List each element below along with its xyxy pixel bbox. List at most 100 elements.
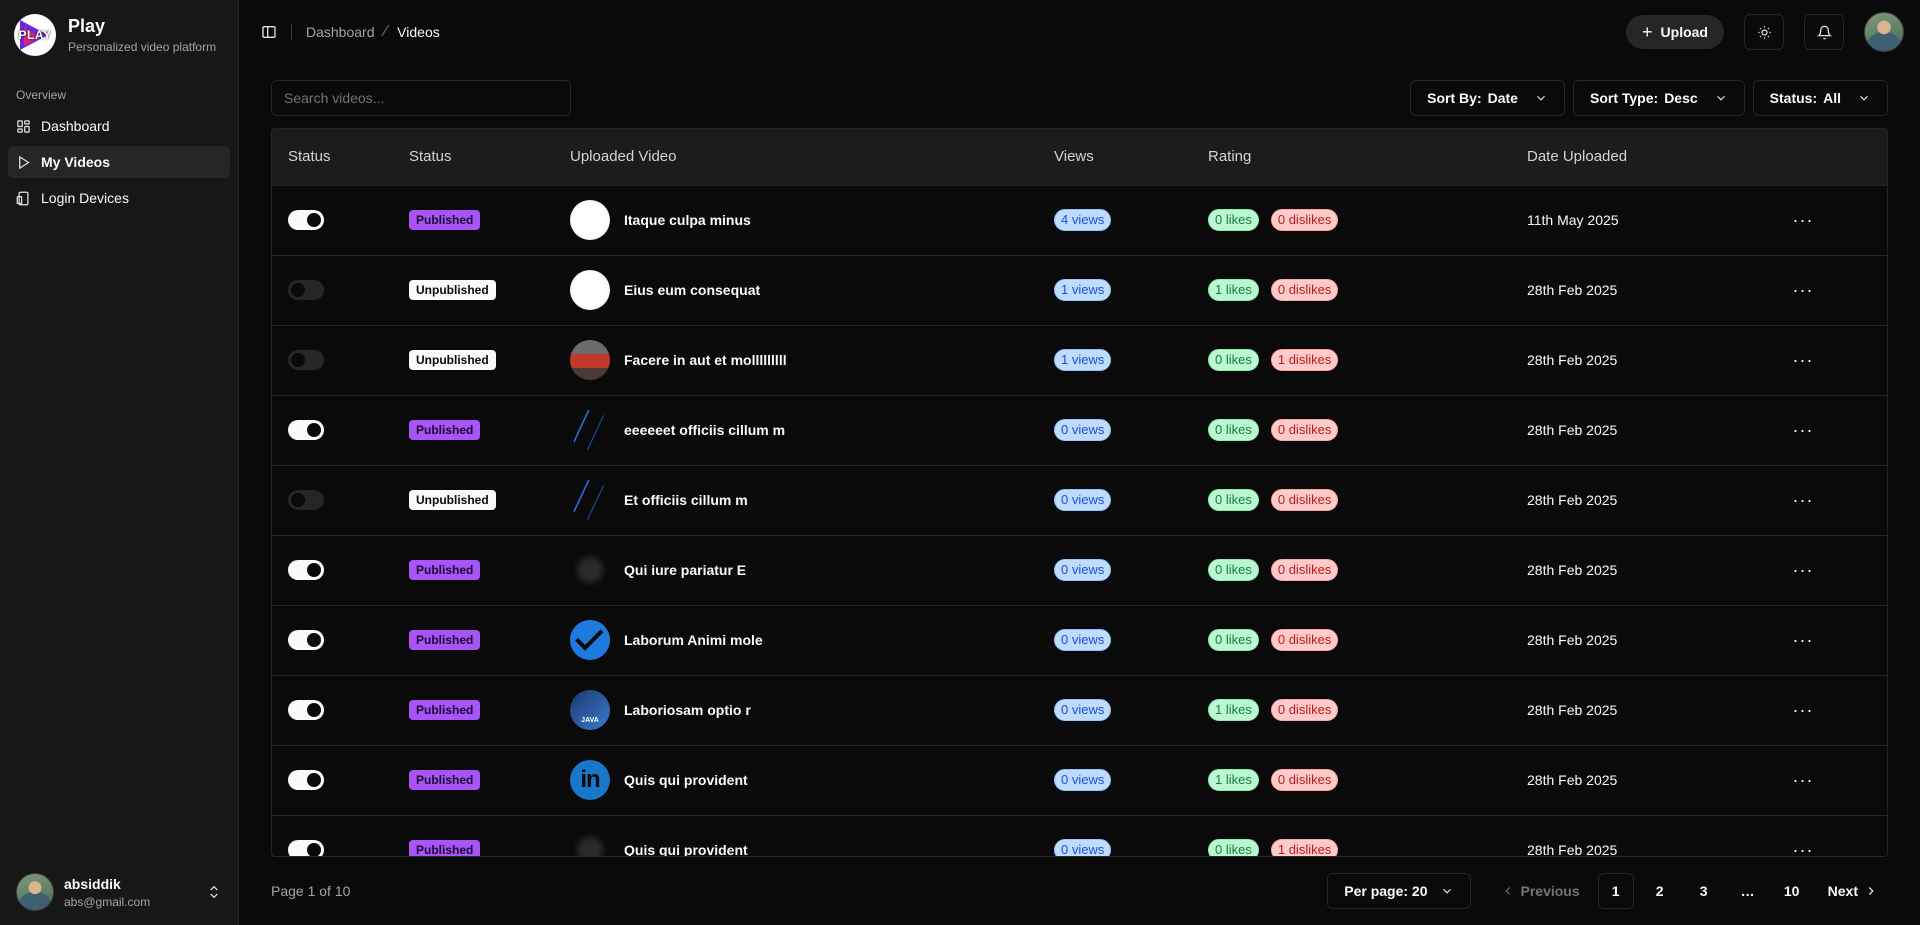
toggle-cell — [272, 814, 393, 856]
next-page-button[interactable]: Next — [1818, 873, 1888, 909]
more-options-icon[interactable]: ··· — [1792, 629, 1814, 650]
table-row[interactable]: Published in Quis qui provident 0 views 1 li… — [272, 744, 1887, 815]
sidebar-item-login-devices[interactable]: Login Devices — [8, 182, 230, 214]
video-thumbnail[interactable] — [570, 340, 610, 380]
video-title[interactable]: Quis qui provident — [624, 772, 748, 788]
table-row[interactable]: Unpublished Eius eum consequat 1 views 1 li… — [272, 254, 1887, 325]
publish-toggle[interactable] — [288, 280, 324, 300]
page-button-2[interactable]: 2 — [1655, 883, 1664, 899]
theme-toggle-button[interactable] — [1744, 14, 1784, 50]
video-thumbnail[interactable] — [570, 620, 610, 660]
video-thumbnail[interactable] — [570, 830, 610, 856]
views-badge: 0 views — [1054, 559, 1112, 581]
sidebar-toggle-icon — [262, 26, 276, 38]
page-button-10[interactable]: 10 — [1783, 883, 1800, 899]
table-row[interactable]: Unpublished Et officiis cillum m 0 views 0 … — [272, 464, 1887, 535]
toggle-sidebar-button[interactable] — [255, 18, 283, 46]
chevron-left-icon — [1504, 887, 1510, 895]
video-thumbnail[interactable]: in — [570, 760, 610, 800]
likes-badge: 0 likes — [1208, 419, 1259, 441]
publish-toggle[interactable] — [288, 350, 324, 370]
more-options-icon[interactable]: ··· — [1792, 279, 1814, 300]
dislikes-badge: 0 dislikes — [1270, 279, 1339, 301]
likes-badge: 1 likes — [1208, 279, 1259, 301]
video-thumbnail[interactable] — [570, 550, 610, 590]
user-menu[interactable]: absiddik abs@gmail.com — [0, 859, 238, 925]
more-options-icon[interactable]: ··· — [1792, 559, 1814, 580]
status-cell: Published — [393, 394, 554, 465]
video-title[interactable]: Et officiis cillum m — [624, 492, 748, 508]
video-thumbnail[interactable] — [570, 480, 610, 520]
table-row[interactable]: Published JAVA Laboriosam optio r 0 views 1 … — [272, 674, 1887, 745]
views-badge: 0 views — [1054, 419, 1112, 441]
publish-toggle[interactable] — [288, 840, 324, 856]
search-input[interactable] — [271, 80, 571, 116]
publish-toggle[interactable] — [288, 770, 324, 790]
video-title[interactable]: Facere in aut et molllllllll — [624, 352, 787, 368]
video-thumbnail[interactable]: JAVA — [570, 690, 610, 730]
video-title[interactable]: Eius eum consequat — [624, 282, 761, 298]
breadcrumb-dashboard[interactable]: Dashboard — [306, 24, 375, 40]
table-row[interactable]: Published Qui iure pariatur E 0 views 0 lik… — [272, 534, 1887, 605]
date-cell: 28th Feb 2025 — [1511, 604, 1775, 675]
toggle-cell — [272, 674, 393, 745]
table-row[interactable]: Published Laborum Animi mole 0 views 0 like… — [272, 604, 1887, 675]
per-page-select[interactable]: Per page: 20 — [1327, 873, 1471, 909]
page-button-1[interactable]: 1 — [1597, 873, 1634, 909]
actions-cell: ··· — [1775, 534, 1887, 605]
sidebar-item-dashboard[interactable]: Dashboard — [8, 110, 230, 142]
video-thumbnail[interactable] — [570, 270, 610, 310]
video-cell: Et officiis cillum m — [554, 464, 1038, 535]
status-badge: Published — [409, 770, 481, 790]
views-badge: 4 views — [1054, 209, 1112, 231]
page-button-3[interactable]: 3 — [1699, 883, 1708, 899]
sort-type-select[interactable]: Sort Type: Desc — [1572, 80, 1745, 116]
more-options-icon[interactable]: ··· — [1792, 489, 1814, 510]
views-badge: 1 views — [1054, 349, 1112, 371]
upload-button[interactable]: + Upload — [1626, 15, 1724, 49]
more-options-icon[interactable]: ··· — [1792, 419, 1814, 440]
video-cell: eeeeeet officiis cillum m — [554, 394, 1038, 465]
date-cell: 28th Feb 2025 — [1511, 324, 1775, 395]
profile-avatar[interactable] — [1864, 12, 1904, 52]
status-cell: Published — [393, 744, 554, 815]
sort-by-select[interactable]: Sort By: Date — [1410, 80, 1565, 116]
video-title[interactable]: Quis qui provident — [624, 842, 748, 857]
table-row[interactable]: Published Itaque culpa minus 4 views 0 like… — [272, 184, 1887, 255]
video-title[interactable]: Qui iure pariatur E — [624, 562, 747, 578]
table-row[interactable]: Published eeeeeet officiis cillum m 0 view… — [272, 394, 1887, 465]
video-thumbnail[interactable] — [570, 200, 610, 240]
more-options-icon[interactable]: ··· — [1792, 209, 1814, 230]
likes-badge: 0 likes — [1208, 349, 1259, 371]
publish-toggle[interactable] — [288, 420, 324, 440]
publish-toggle[interactable] — [288, 490, 324, 510]
chevron-down-icon — [1442, 888, 1451, 894]
table-row[interactable]: Unpublished Facere in aut et molllllllll 1… — [272, 324, 1887, 395]
plus-icon: + — [1642, 22, 1653, 42]
video-title[interactable]: Laboriosam optio r — [624, 702, 751, 718]
video-title[interactable]: eeeeeet officiis cillum m — [624, 422, 786, 438]
actions-cell: ··· — [1775, 184, 1887, 255]
notifications-button[interactable] — [1804, 14, 1844, 50]
more-options-icon[interactable]: ··· — [1792, 769, 1814, 790]
more-options-icon[interactable]: ··· — [1792, 839, 1814, 857]
publish-toggle[interactable] — [288, 630, 324, 650]
publish-toggle[interactable] — [288, 210, 324, 230]
status-select[interactable]: Status: All — [1752, 80, 1888, 116]
video-title[interactable]: Laborum Animi mole — [624, 632, 763, 648]
views-badge: 0 views — [1054, 769, 1112, 791]
views-cell: 4 views — [1038, 184, 1192, 255]
video-thumbnail[interactable] — [570, 410, 610, 450]
likes-badge: 0 likes — [1208, 839, 1259, 856]
more-options-icon[interactable]: ··· — [1792, 349, 1814, 370]
table-row[interactable]: Published Quis qui provident 0 views 0 like… — [272, 814, 1887, 857]
publish-toggle[interactable] — [288, 700, 324, 720]
date-cell: 28th Feb 2025 — [1511, 394, 1775, 465]
date-cell: 11th May 2025 — [1511, 184, 1775, 255]
video-title[interactable]: Itaque culpa minus — [624, 212, 751, 228]
sidebar-item-my-videos[interactable]: My Videos — [8, 146, 230, 178]
publish-toggle[interactable] — [288, 560, 324, 580]
brand[interactable]: PLAY Play Personalized video platform — [0, 0, 238, 70]
more-options-icon[interactable]: ··· — [1792, 699, 1814, 720]
previous-page-button[interactable]: Previous — [1491, 873, 1590, 909]
